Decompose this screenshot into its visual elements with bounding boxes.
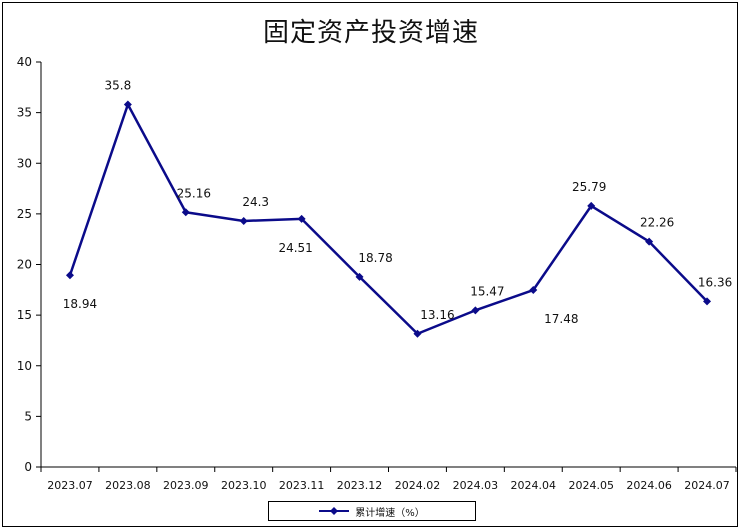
y-tick-label: 40 bbox=[17, 55, 32, 69]
chart-title: 固定资产投资增速 bbox=[262, 18, 479, 48]
data-point bbox=[297, 214, 306, 223]
data-point bbox=[587, 201, 596, 210]
y-tick-label: 15 bbox=[17, 308, 32, 322]
y-tick-label: 35 bbox=[17, 106, 32, 120]
data-point bbox=[123, 100, 132, 109]
data-label: 25.16 bbox=[177, 186, 211, 200]
data-label: 25.79 bbox=[572, 180, 606, 194]
data-label: 18.78 bbox=[358, 251, 392, 265]
data-point bbox=[471, 306, 480, 315]
data-label: 13.16 bbox=[420, 308, 454, 322]
data-label: 15.47 bbox=[470, 284, 504, 298]
data-label: 16.36 bbox=[698, 275, 732, 289]
series-line bbox=[68, 103, 708, 336]
data-label: 18.94 bbox=[63, 297, 97, 311]
x-tick-label: 2024.07 bbox=[684, 479, 730, 492]
data-point bbox=[529, 286, 538, 295]
data-label: 17.48 bbox=[544, 312, 578, 326]
x-tick-label: 2023.09 bbox=[163, 479, 209, 492]
legend-marker bbox=[330, 507, 339, 515]
y-tick-label: 25 bbox=[17, 207, 32, 221]
x-tick-label: 2024.05 bbox=[568, 479, 614, 492]
y-tick-label: 20 bbox=[17, 258, 32, 272]
x-tick-label: 2024.06 bbox=[626, 479, 672, 492]
x-tick-label: 2023.10 bbox=[221, 479, 267, 492]
data-point bbox=[239, 216, 248, 225]
x-tick-label: 2023.07 bbox=[47, 479, 93, 492]
data-point bbox=[413, 329, 422, 338]
y-tick-label: 5 bbox=[24, 409, 32, 423]
legend-label: 累计增速（%） bbox=[355, 507, 425, 519]
data-label: 35.8 bbox=[105, 79, 132, 93]
x-tick-label: 2023.12 bbox=[337, 479, 383, 492]
data-point bbox=[181, 208, 190, 217]
data-point bbox=[703, 297, 712, 306]
data-label: 24.51 bbox=[278, 241, 312, 255]
data-label: 22.26 bbox=[640, 216, 674, 230]
legend: 累计增速（%） bbox=[268, 501, 476, 521]
x-tick-label: 2024.03 bbox=[453, 479, 499, 492]
data-point bbox=[355, 272, 364, 281]
x-tick-label: 2024.02 bbox=[395, 479, 441, 492]
y-tick-label: 0 bbox=[24, 460, 32, 474]
x-tick-label: 2023.11 bbox=[279, 479, 325, 492]
y-tick-label: 10 bbox=[17, 359, 32, 373]
x-tick-label: 2023.08 bbox=[105, 479, 151, 492]
x-tick-label: 2024.04 bbox=[511, 479, 557, 492]
y-tick-label: 30 bbox=[17, 156, 32, 170]
data-point bbox=[65, 271, 74, 280]
legend-swatch bbox=[319, 507, 350, 515]
data-label: 24.3 bbox=[242, 195, 269, 209]
data-point bbox=[645, 237, 654, 246]
